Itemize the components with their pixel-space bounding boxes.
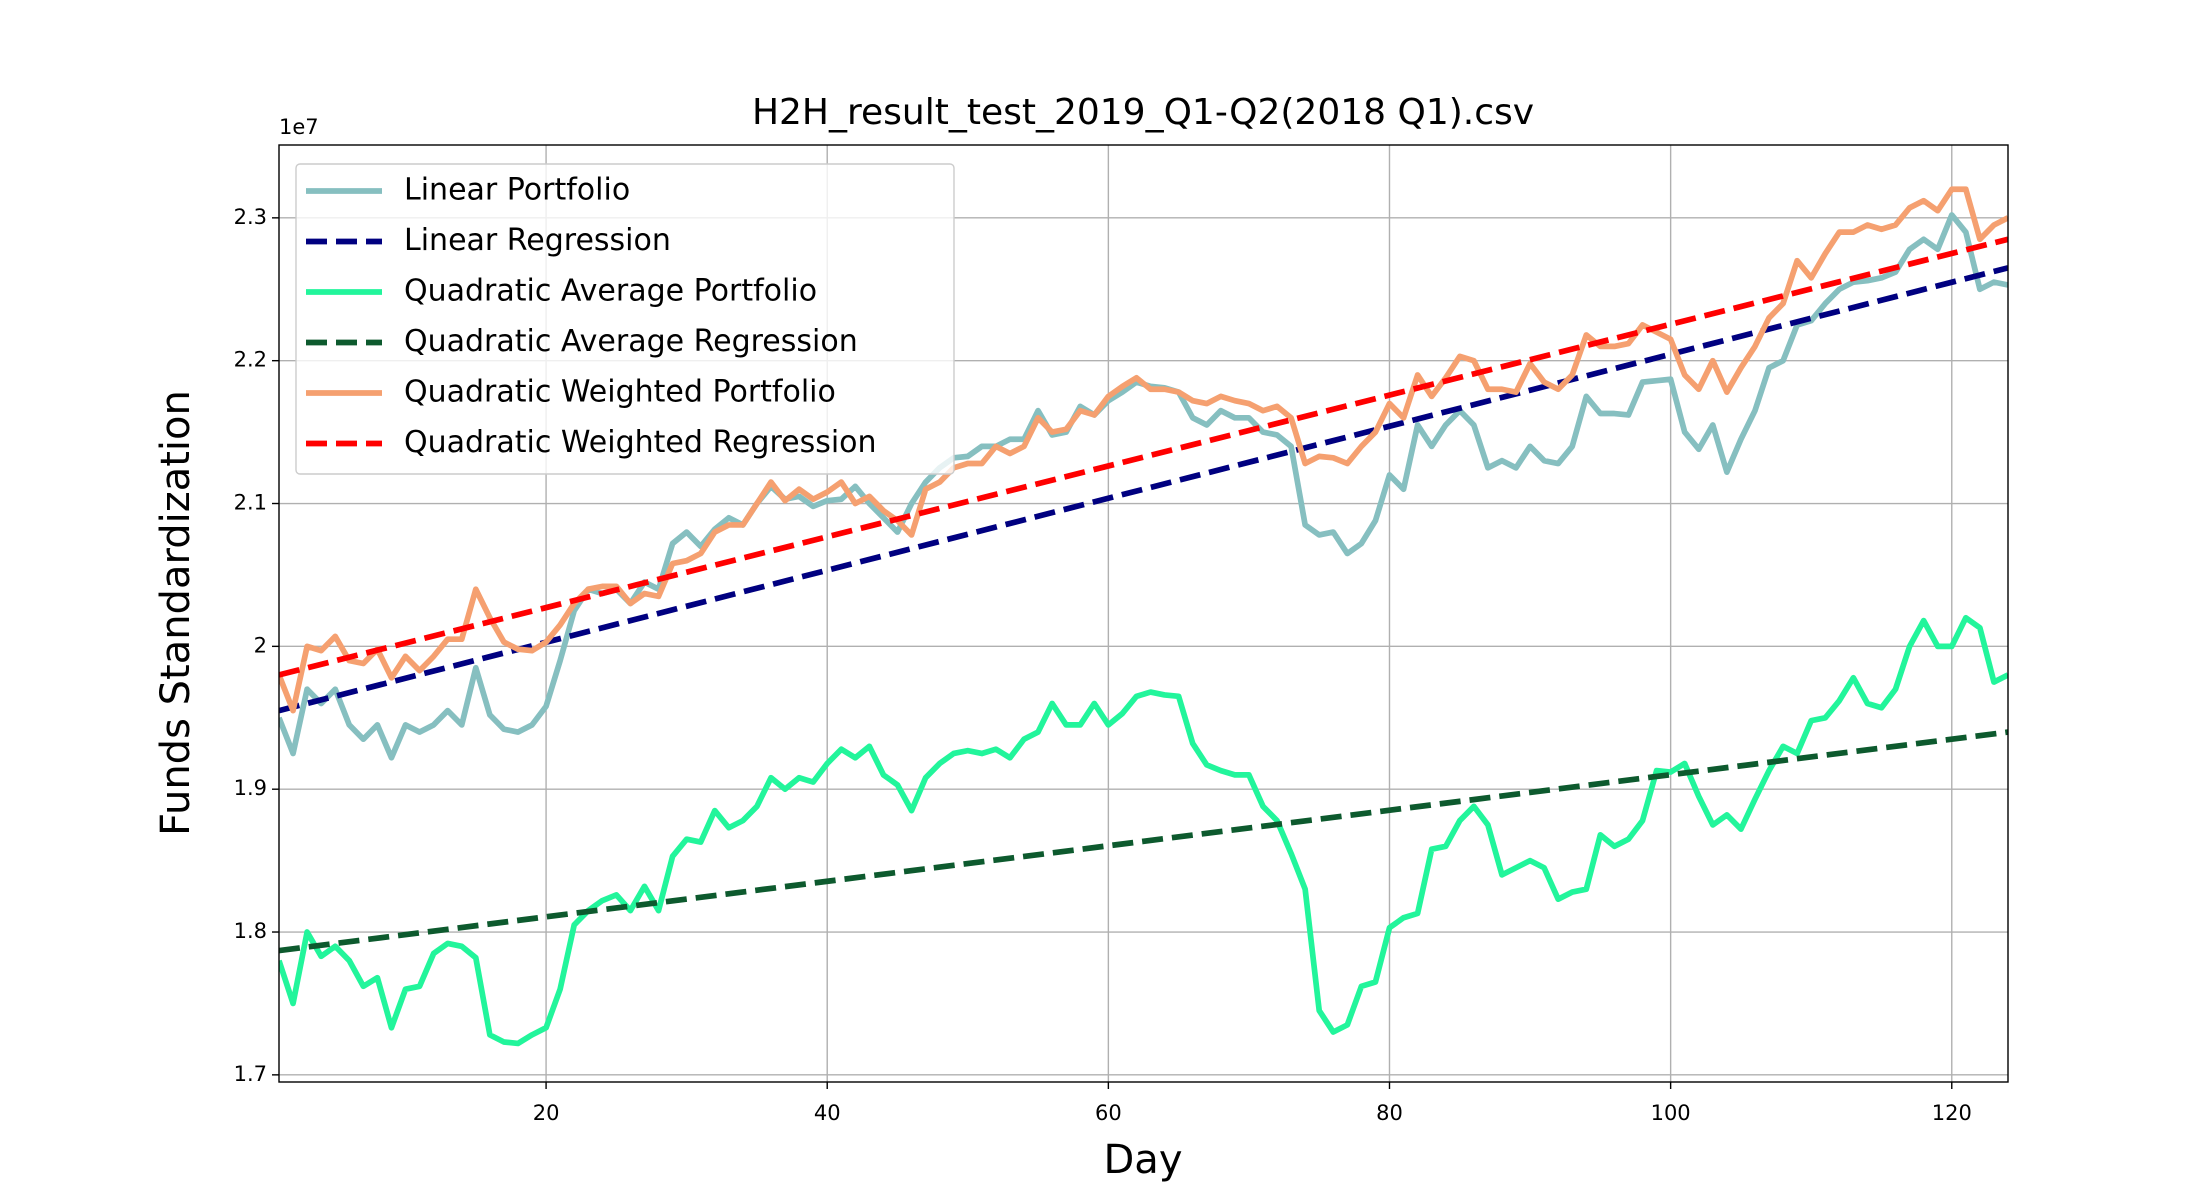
y-tick-label: 2 bbox=[254, 633, 267, 657]
x-tick-label: 40 bbox=[814, 1101, 841, 1125]
legend-label: Linear Regression bbox=[404, 223, 671, 258]
y-tick-label: 2.2 bbox=[234, 348, 267, 372]
chart-title: H2H_result_test_2019_Q1-Q2(2018 Q1).csv bbox=[752, 92, 1534, 133]
x-tick-label: 120 bbox=[1932, 1101, 1972, 1125]
x-tick-label: 60 bbox=[1095, 1101, 1122, 1125]
y-axis-label: Funds Standardization bbox=[153, 390, 199, 836]
y-offset-label: 1e7 bbox=[279, 115, 319, 139]
regression-line bbox=[279, 236, 2008, 678]
legend-label: Quadratic Weighted Portfolio bbox=[404, 375, 836, 410]
legend: Linear Portfolio Linear Regression Quadrat… bbox=[295, 163, 955, 475]
x-axis-label: Day bbox=[1104, 1137, 1183, 1183]
plot-area bbox=[279, 186, 2008, 1047]
grid bbox=[279, 145, 2008, 1082]
legend-label: Quadratic Weighted Regression bbox=[404, 425, 877, 460]
portfolio-line bbox=[279, 186, 2008, 714]
x-tick-label: 80 bbox=[1376, 1101, 1403, 1125]
regression-line bbox=[279, 729, 2008, 954]
ticks: 20 40 60 80 100 120 1.7 1.8 1.9 2 2.1 2.2 2.3 bbox=[234, 205, 1972, 1125]
y-tick-label: 1.9 bbox=[234, 776, 267, 800]
y-tick-label: 1.8 bbox=[234, 919, 267, 943]
x-tick-label: 20 bbox=[533, 1101, 560, 1125]
y-tick-label: 2.3 bbox=[234, 205, 267, 229]
regression-line bbox=[279, 265, 2008, 714]
y-tick-label: 2.1 bbox=[234, 491, 267, 515]
legend-label: Linear Portfolio bbox=[404, 173, 630, 208]
portfolio-line bbox=[279, 614, 2008, 1047]
axes-frame bbox=[278, 144, 2009, 1083]
legend-label: Quadratic Average Portfolio bbox=[404, 274, 817, 309]
legend-label: Quadratic Average Regression bbox=[404, 324, 858, 359]
y-tick-label: 1.7 bbox=[234, 1062, 267, 1086]
legend-box bbox=[295, 163, 955, 475]
x-tick-label: 100 bbox=[1651, 1101, 1691, 1125]
